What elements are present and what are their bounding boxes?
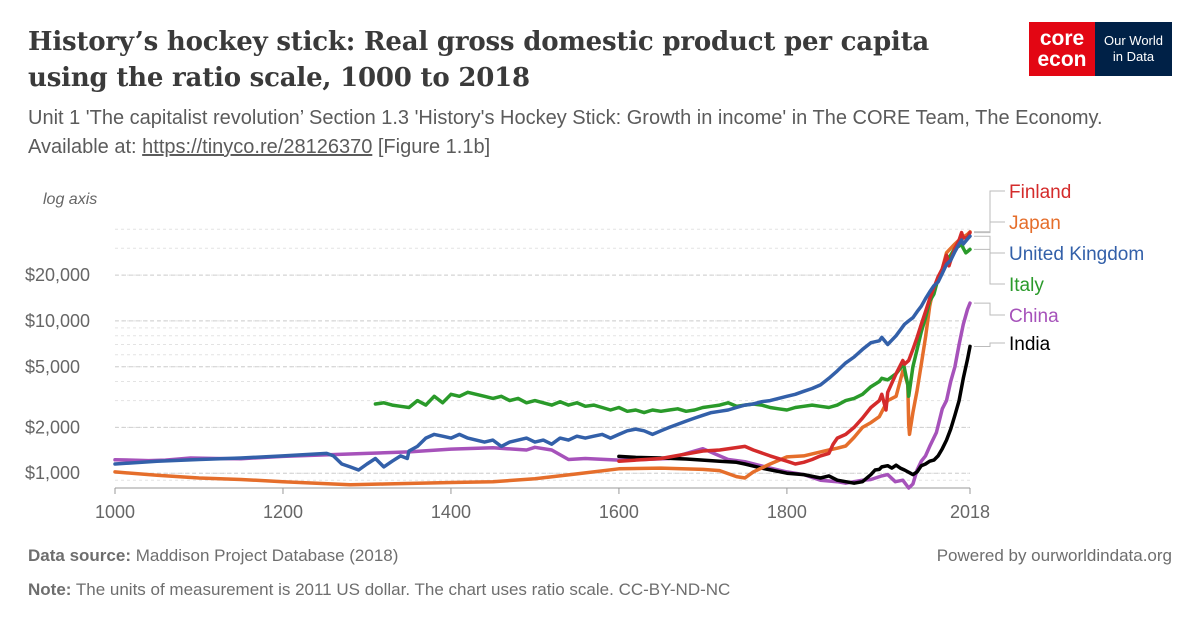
y-tick-label-4: $20,000 (25, 265, 90, 285)
subtitle-text: Unit 1 'The capitalist revolution’ Secti… (28, 107, 1103, 158)
owid-logo: Our World in Data (1095, 22, 1172, 76)
legend-connector-4 (974, 302, 1005, 316)
y-tick-label-1: $2,000 (25, 417, 80, 437)
legend-connector-2 (974, 235, 1005, 254)
legend-connector-3 (974, 248, 1005, 285)
legend-entry-italy[interactable]: Italy (1009, 275, 1044, 296)
y-axis-ticks: $1,000 $2,000 $5,000 $10,000 $20,000 (25, 265, 90, 483)
chart-subtitle: Unit 1 'The capitalist revolution’ Secti… (28, 104, 1178, 162)
legend-entry-finland[interactable]: Finland (1009, 182, 1071, 203)
legend: Finland Japan United Kingdom Italy China Indi… (974, 182, 1144, 355)
core-logo-line1: core (1039, 27, 1085, 50)
y-tick-label-3: $10,000 (25, 311, 90, 331)
legend-connector-5 (974, 342, 1005, 347)
series-line-united-kingdom[interactable] (113, 234, 972, 472)
powered-by[interactable]: Powered by ourworldindata.org (936, 546, 1172, 565)
series-line-china[interactable] (113, 301, 972, 490)
data-source-text: Maddison Project Database (2018) (130, 546, 399, 565)
legend-connector-1 (974, 221, 1005, 233)
core-logo-line2: econ (1037, 48, 1087, 71)
owid-logo-line1: Our World (1104, 33, 1163, 48)
chart-title: History’s hockey stick: Real gross domes… (28, 27, 930, 93)
y-axis-label: log axis (43, 191, 97, 208)
data-source: Data source: Maddison Project Database (… (28, 546, 398, 566)
grid (115, 228, 970, 489)
data-source-label: Data source: (28, 546, 131, 565)
owid-logo-line2: in Data (1112, 49, 1155, 64)
x-tick-label-1: 1200 (263, 502, 303, 522)
legend-entry-china[interactable]: China (1009, 306, 1059, 327)
x-axis: 1000 1200 1400 1600 1800 2018 (95, 487, 990, 522)
core-econ-logo: core econ (1029, 22, 1095, 76)
chart-note: Note: The units of measurement is 2011 U… (28, 580, 730, 600)
legend-entry-united-kingdom[interactable]: United Kingdom (1009, 244, 1144, 265)
x-tick-label-0: 1000 (95, 502, 135, 522)
legend-entry-japan[interactable]: Japan (1009, 213, 1061, 234)
logo[interactable]: core econ Our World in Data (1029, 22, 1172, 76)
x-tick-label-4: 1800 (767, 502, 807, 522)
y-tick-label-0: $1,000 (25, 463, 80, 483)
x-tick-label-3: 1600 (599, 502, 639, 522)
note-text: The units of measurement is 2011 US doll… (71, 580, 731, 599)
legend-connector-0 (974, 190, 1005, 234)
y-tick-label-2: $5,000 (25, 357, 80, 377)
note-label: Note: (28, 580, 72, 599)
subtitle-link[interactable]: https://tinyco.re/28126370 (142, 136, 373, 158)
series-lines (113, 230, 972, 490)
series-line-india[interactable] (617, 344, 972, 485)
legend-entry-india[interactable]: India (1009, 334, 1051, 355)
series-line-italy[interactable] (373, 242, 972, 415)
x-tick-label-5: 2018 (950, 502, 990, 522)
subtitle-figure-ref: [Figure 1.1b] (372, 136, 491, 158)
x-tick-label-2: 1400 (431, 502, 471, 522)
